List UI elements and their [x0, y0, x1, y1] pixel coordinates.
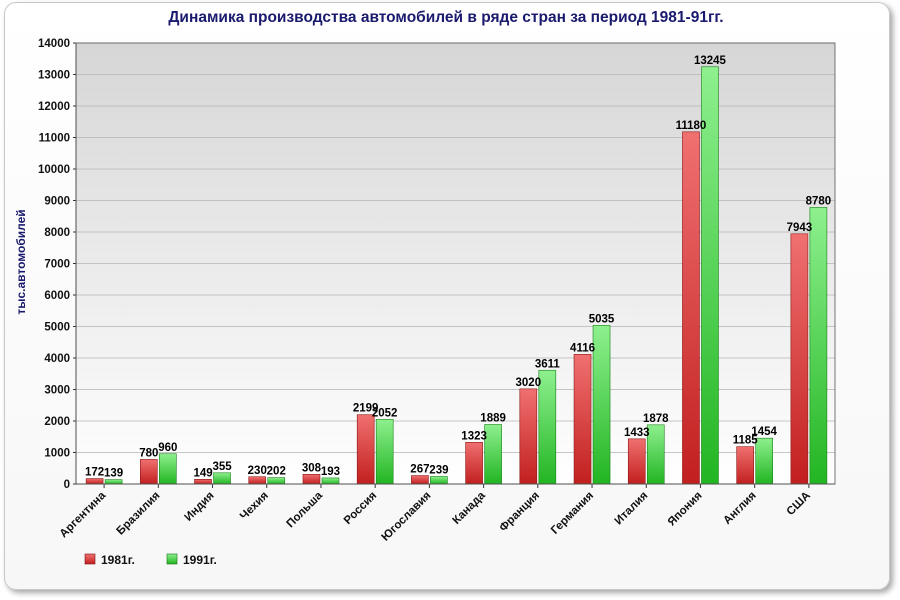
data-label: 11180 — [676, 120, 707, 132]
bar-1981 — [194, 479, 212, 485]
y-axis-label: тыс.автомобилей — [14, 209, 28, 314]
legend: 1981г. 1991г. — [84, 553, 217, 567]
bar-1981 — [302, 473, 321, 485]
y-tick-label: 11000 — [39, 133, 70, 145]
x-category-label: Бразилия — [115, 490, 163, 538]
chart-title: Динамика производства автомобилей в ряде… — [168, 9, 723, 26]
x-category-label: Польша — [285, 489, 326, 530]
data-label: 3020 — [516, 377, 542, 389]
y-tick-label: 5000 — [44, 322, 70, 334]
data-label: 1185 — [733, 435, 759, 447]
data-label: 239 — [429, 464, 448, 476]
data-label: 1878 — [643, 413, 669, 425]
data-label: 230 — [248, 465, 267, 477]
bar-1991 — [104, 479, 123, 485]
bar-1991 — [159, 453, 177, 485]
y-tick-label: 12000 — [38, 101, 70, 113]
data-label: 780 — [139, 447, 158, 459]
x-category-label: Аргентина — [58, 489, 109, 540]
y-tick-label: 10000 — [38, 164, 70, 176]
bar-1981 — [736, 446, 754, 485]
data-label: 1323 — [461, 430, 487, 442]
y-tick-label: 0 — [64, 479, 70, 491]
legend-label-1981: 1981г. — [101, 553, 135, 567]
data-label: 139 — [104, 468, 123, 480]
bar-1991 — [809, 207, 828, 485]
data-label: 267 — [410, 464, 429, 476]
x-category-label: Чехия — [238, 490, 271, 523]
data-label: 355 — [212, 461, 232, 473]
legend-label-1991: 1991г. — [183, 553, 217, 567]
data-label: 3611 — [535, 358, 561, 370]
bar-1981 — [627, 438, 646, 485]
x-category-label: Югославия — [380, 490, 434, 544]
y-tick-label: 3000 — [44, 385, 70, 397]
data-label: 5035 — [589, 313, 615, 325]
bar-1991 — [484, 424, 502, 485]
bar-1991 — [538, 369, 557, 485]
bars — [85, 66, 828, 485]
legend-swatch-1981 — [84, 553, 96, 565]
y-tick-label: 14000 — [38, 38, 70, 50]
bar-1981 — [411, 475, 429, 485]
x-axis-categories: Аргентина Бразилия Индия Чехия Польша Россия Ю… — [58, 484, 813, 544]
bar-1981 — [85, 478, 104, 485]
x-category-label: США — [785, 490, 813, 518]
bar-1991 — [321, 477, 340, 485]
y-axis-ticks: 0 1000 2000 3000 4000 5000 6000 7000 8000 9000 100… — [38, 38, 76, 491]
x-category-label: Россия — [342, 490, 379, 527]
y-tick-label: 2000 — [44, 416, 70, 428]
bar-1981 — [356, 414, 375, 485]
data-label: 1454 — [751, 426, 777, 438]
bar-1981 — [573, 354, 592, 485]
data-label: 2052 — [372, 407, 398, 419]
data-label: 1889 — [480, 412, 506, 424]
data-label: 193 — [321, 466, 340, 478]
data-label: 149 — [193, 467, 212, 479]
data-label: 1433 — [624, 427, 650, 439]
x-category-label: Англия — [721, 490, 758, 527]
bar-1991 — [267, 477, 286, 485]
y-tick-label: 9000 — [44, 196, 70, 208]
data-label: 8780 — [806, 195, 832, 207]
x-category-label: Италия — [613, 490, 651, 528]
y-tick-label: 7000 — [44, 259, 70, 271]
bar-1991 — [213, 472, 231, 485]
data-label: 172 — [85, 467, 104, 479]
data-label: 4116 — [570, 342, 595, 354]
x-category-label: Япония — [666, 490, 705, 529]
y-tick-label: 4000 — [44, 353, 70, 365]
plot-border — [75, 42, 836, 485]
x-category-label: Канада — [451, 489, 489, 527]
legend-swatch-1991 — [166, 553, 178, 565]
bar-1991 — [375, 419, 394, 485]
bar-1981 — [248, 476, 267, 485]
data-label: 202 — [267, 466, 286, 478]
bar-1991 — [755, 437, 773, 485]
bar-1991 — [592, 325, 611, 485]
bar-1981 — [140, 459, 158, 485]
y-tick-label: 13000 — [38, 70, 70, 82]
y-tick-label: 6000 — [44, 290, 70, 302]
data-label: 13245 — [694, 55, 727, 67]
x-category-label: Германия — [549, 490, 596, 537]
data-label: 960 — [158, 442, 177, 454]
x-category-label: Индия — [183, 490, 217, 524]
bar-1981 — [465, 442, 483, 485]
bar-1981 — [790, 233, 809, 485]
bar-1991 — [646, 424, 665, 485]
y-tick-label: 1000 — [44, 448, 70, 460]
bar-1981 — [682, 131, 700, 485]
x-category-label: Франция — [497, 490, 542, 535]
bar-1981 — [519, 388, 538, 485]
y-tick-label: 8000 — [44, 227, 70, 239]
bar-1991 — [430, 476, 448, 485]
data-label: 7943 — [787, 222, 813, 234]
data-label: 308 — [302, 462, 322, 474]
data-label: 2199 — [353, 403, 379, 415]
